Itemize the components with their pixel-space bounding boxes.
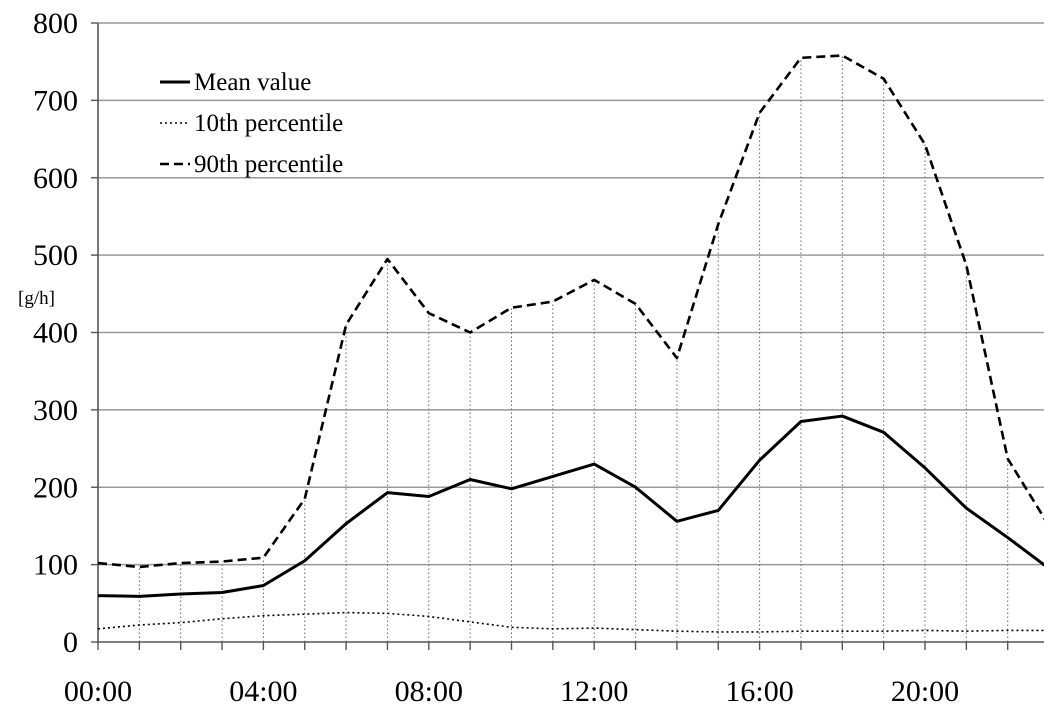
- y-axis-unit-label: [g/h]: [18, 288, 55, 309]
- legend-label-90th-percentile: 90th percentile: [194, 151, 343, 178]
- legend: Mean value 10th percentile 90th percentile: [160, 69, 343, 178]
- y-tick-label-300: 300: [33, 394, 78, 427]
- grid-lines: [98, 22, 1044, 566]
- y-tick-label-800: 800: [33, 7, 78, 40]
- x-tick-label-0000: 00:00: [64, 675, 132, 708]
- x-tick-label-1600: 16:00: [725, 675, 793, 708]
- legend-label-mean-value: Mean value: [194, 69, 311, 96]
- legend-label-10th-percentile: 10th percentile: [194, 110, 343, 137]
- axes: [91, 22, 1044, 650]
- x-tick-label-0800: 08:00: [395, 675, 463, 708]
- series-line-10th-percentile: [97, 611, 1044, 633]
- y-tick-label-700: 700: [33, 84, 78, 117]
- y-tick-label-200: 200: [33, 471, 78, 504]
- series-line-90th-percentile: [97, 54, 1044, 569]
- x-tick-label-0400: 04:00: [229, 675, 297, 708]
- series-line-mean-value: [97, 414, 1044, 598]
- y-tick-label-400: 400: [33, 317, 78, 350]
- x-tick-labels: 00:00 04:00 08:00 12:00 16:00 20:00: [64, 675, 959, 708]
- y-tick-label-500: 500: [33, 239, 78, 272]
- y-tick-label-0: 0: [63, 626, 78, 659]
- y-tick-label-600: 600: [33, 162, 78, 195]
- x-tick-label-2000: 20:00: [891, 675, 959, 708]
- x-tick-label-1200: 12:00: [560, 675, 628, 708]
- hour-drop-lines: [97, 55, 1009, 642]
- y-tick-labels: 0 100 200 300 400 500 600 700 800: [33, 7, 78, 659]
- series-lines: [97, 54, 1044, 633]
- y-tick-label-100: 100: [33, 549, 78, 582]
